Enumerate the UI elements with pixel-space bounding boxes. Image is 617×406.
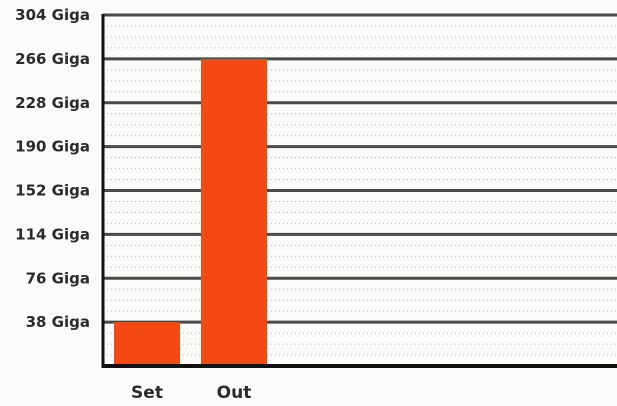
x-tick-label: Out [217, 383, 252, 403]
labels-layer: 38 Giga 76 Giga 114 Giga 152 Giga 190 Giga 22… [15, 6, 251, 403]
bar-set [114, 322, 180, 366]
y-tick-label: 190 Giga [15, 138, 90, 156]
y-tick-label: 304 Giga [15, 6, 90, 24]
y-tick-label: 152 Giga [15, 182, 90, 200]
grid-layer [103, 13, 617, 356]
y-tick-label: 76 Giga [26, 269, 90, 287]
bar-out [201, 58, 267, 366]
y-tick-label: 114 Giga [15, 225, 90, 243]
y-tick-label: 266 Giga [15, 50, 90, 68]
x-tick-label: Set [131, 383, 163, 403]
axis-layer [101, 14, 617, 368]
bars-layer [114, 58, 267, 366]
y-tick-label: 38 Giga [26, 313, 90, 331]
y-tick-label: 228 Giga [15, 94, 90, 112]
